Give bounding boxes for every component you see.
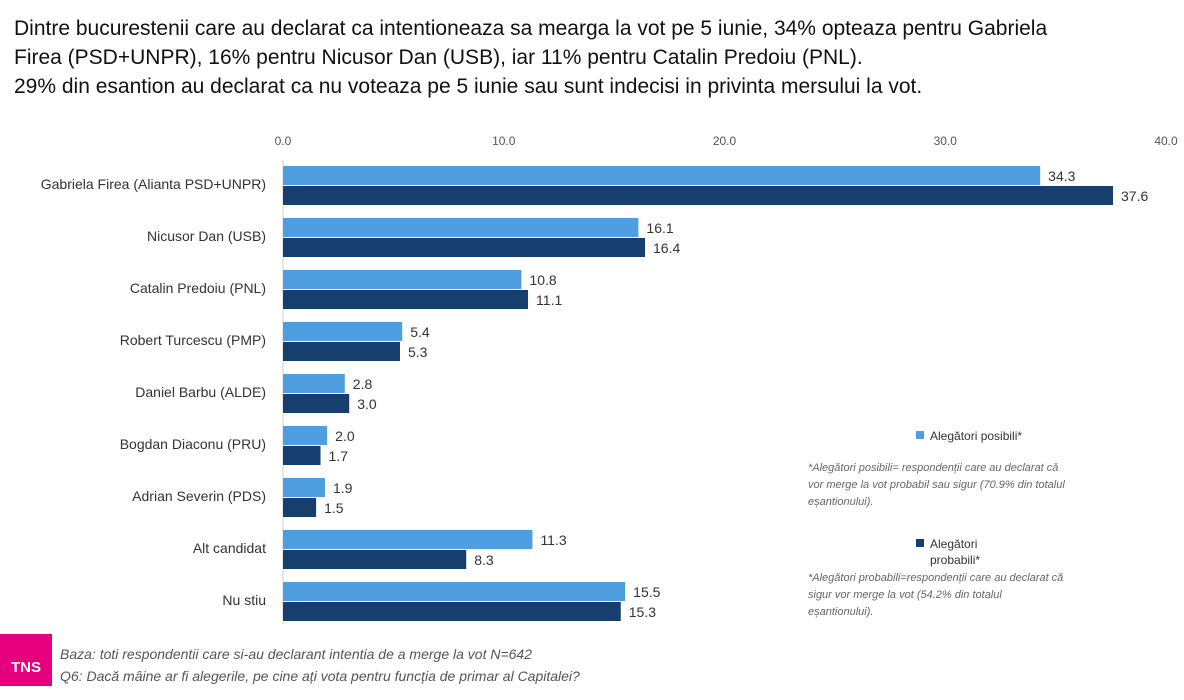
x-tick-label: 10.0 (492, 134, 516, 148)
data-label: 5.4 (410, 324, 430, 340)
data-label: 1.9 (333, 480, 353, 496)
legend-swatch-possible (916, 431, 924, 439)
data-label: 5.3 (408, 344, 428, 360)
legend-label-probable: Alegători (930, 537, 978, 551)
bar-probable (283, 186, 1114, 205)
data-label: 11.1 (536, 292, 562, 308)
bar-possible (283, 270, 522, 289)
footnote-question: Q6: Dacă mâine ar fi alegerile, pe cine … (60, 668, 580, 684)
category-label: Robert Turcescu (PMP) (120, 332, 266, 348)
category-label: Nu stiu (222, 592, 266, 608)
data-label: 10.8 (529, 272, 556, 288)
data-label: 34.3 (1048, 168, 1075, 184)
bar-possible (283, 218, 639, 237)
data-label: 11.3 (540, 532, 566, 548)
bar-probable (283, 550, 467, 569)
header-line-2: Firea (PSD+UNPR), 16% pentru Nicusor Dan… (14, 46, 863, 69)
bar-possible (283, 166, 1041, 185)
category-label: Adrian Severin (PDS) (132, 488, 266, 504)
bar-probable (283, 394, 350, 413)
x-tick-label: 30.0 (934, 134, 958, 148)
data-label: 15.3 (629, 604, 656, 620)
data-label: 1.7 (329, 448, 349, 464)
bar-probable (283, 446, 321, 465)
data-label: 16.4 (653, 240, 680, 256)
category-label: Nicusor Dan (USB) (147, 228, 266, 244)
category-label: Gabriela Firea (Alianta PSD+UNPR) (41, 176, 266, 192)
legend-entry-probable: Alegători probabili* (916, 536, 980, 568)
legend-label-possible: Alegători posibili* (930, 429, 1023, 443)
footnote-base: Baza: toti respondentii care si-au decla… (60, 646, 533, 662)
bar-possible (283, 582, 626, 601)
legend-note-probable-line: *Alegători probabili=respondenții care a… (808, 572, 1064, 584)
data-label: 8.3 (474, 552, 494, 568)
bar-possible (283, 426, 328, 445)
category-label: Daniel Barbu (ALDE) (135, 384, 266, 400)
category-label: Alt candidat (193, 540, 266, 556)
bar-probable (283, 238, 646, 257)
legend-note-possible-line: *Alegători posibili= respondenții care a… (808, 462, 1059, 474)
header-text: Dintre bucurestenii care au declarat ca … (14, 14, 1174, 101)
x-tick-label: 20.0 (713, 134, 737, 148)
legend-label-probable-line2: probabili* (930, 553, 981, 567)
legend-entry-possible: Alegători posibili* (916, 428, 1022, 444)
header-line-1: Dintre bucurestenii care au declarat ca … (14, 17, 1048, 40)
x-tick-label: 40.0 (1154, 134, 1178, 148)
legend-note-probable: *Alegători probabili=respondenții care a… (808, 570, 1063, 621)
bar-possible (283, 530, 533, 549)
legend-note-possible: *Alegători posibili= respondenții care a… (808, 460, 1065, 511)
bar-possible (283, 478, 325, 497)
tns-logo: TNS (0, 634, 52, 686)
legend-note-probable-line: sigur vor merge la vot (54.2% din totalu… (808, 589, 1002, 601)
bar-probable (283, 342, 400, 361)
legend-note-possible-line: eșantionului). (808, 496, 874, 508)
bar-possible (283, 374, 345, 393)
data-label: 16.1 (646, 220, 673, 236)
category-label: Catalin Predoiu (PNL) (130, 280, 266, 296)
bar-probable (283, 290, 529, 309)
data-label: 37.6 (1121, 188, 1148, 204)
legend-note-probable-line: eșantionului). (808, 606, 874, 618)
data-label: 15.5 (633, 584, 660, 600)
legend-swatch-probable (916, 539, 924, 547)
data-label: 2.8 (353, 376, 373, 392)
bar-chart: 0.0 10.0 20.0 30.0 40.0 Gabriela Firea (Alian… (41, 134, 1178, 624)
bar-probable (283, 498, 317, 517)
data-label: 2.0 (335, 428, 355, 444)
header-line-3: 29% din esantion au declarat ca nu votea… (14, 75, 923, 98)
data-label: 3.0 (357, 396, 377, 412)
bar-possible (283, 322, 403, 341)
x-tick-label: 0.0 (275, 134, 292, 148)
data-label: 1.5 (324, 500, 344, 516)
bar-probable (283, 602, 621, 621)
category-label: Bogdan Diaconu (PRU) (120, 436, 266, 452)
legend-note-possible-line: vor merge la vot probabil sau sigur (70.… (808, 479, 1065, 491)
